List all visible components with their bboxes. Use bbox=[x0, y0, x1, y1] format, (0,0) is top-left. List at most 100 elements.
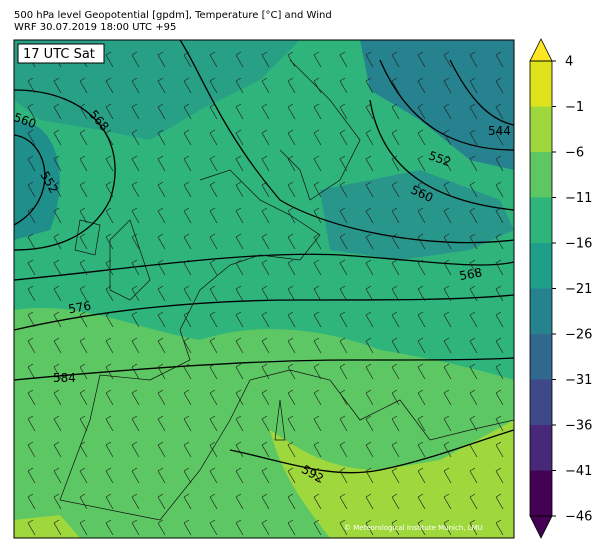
wind-barb bbox=[469, 337, 478, 354]
wind-barb bbox=[443, 337, 452, 354]
wind-barb bbox=[443, 259, 452, 276]
wind-barb bbox=[261, 415, 270, 432]
wind-barb bbox=[157, 285, 166, 302]
wind-barb bbox=[27, 233, 36, 250]
colorbar-tick-label: −21 bbox=[565, 282, 592, 297]
wind-barb bbox=[53, 129, 62, 146]
wind-barb bbox=[391, 311, 400, 328]
wind-barb bbox=[313, 441, 322, 458]
wind-barb bbox=[495, 285, 504, 302]
wind-barb bbox=[313, 337, 322, 354]
wind-barb bbox=[443, 311, 452, 328]
wind-barb bbox=[313, 519, 322, 536]
wind-barb bbox=[287, 337, 296, 354]
wind-barb bbox=[105, 155, 114, 172]
wind-barb bbox=[209, 493, 218, 510]
wind-barb bbox=[287, 441, 296, 458]
wind-barb bbox=[443, 233, 452, 250]
wind-barb bbox=[313, 285, 322, 302]
wind-barb bbox=[183, 519, 192, 536]
wind-barb bbox=[131, 363, 140, 380]
wind-barb bbox=[365, 285, 374, 302]
wind-barb bbox=[469, 311, 478, 328]
wind-barb bbox=[469, 363, 478, 380]
wind-barb bbox=[261, 285, 270, 302]
wind-barb bbox=[261, 259, 270, 276]
wind-barb bbox=[495, 129, 504, 146]
wind-barb bbox=[287, 103, 296, 120]
colorbar-extend-bottom bbox=[529, 515, 553, 539]
wind-barb bbox=[365, 389, 374, 406]
wind-barb bbox=[287, 77, 296, 94]
map-frame bbox=[13, 39, 515, 539]
colorbar-band bbox=[530, 334, 552, 380]
wind-barb bbox=[79, 493, 88, 510]
colorbar-band bbox=[530, 197, 552, 243]
wind-barb bbox=[313, 103, 322, 120]
wind-barb bbox=[313, 493, 322, 510]
wind-barb bbox=[469, 493, 478, 510]
wind-barb bbox=[339, 155, 348, 172]
wind-barb bbox=[131, 337, 140, 354]
wind-barb bbox=[313, 207, 322, 224]
wind-barb bbox=[53, 207, 62, 224]
wind-barb bbox=[209, 103, 218, 120]
wind-barb bbox=[209, 233, 218, 250]
wind-barb bbox=[443, 363, 452, 380]
wind-barb bbox=[209, 77, 218, 94]
wind-barb bbox=[183, 155, 192, 172]
wind-barb bbox=[417, 311, 426, 328]
wind-barb bbox=[209, 207, 218, 224]
wind-barb bbox=[339, 181, 348, 198]
wind-barb bbox=[313, 51, 322, 68]
wind-barb bbox=[495, 441, 504, 458]
wind-barb bbox=[27, 129, 36, 146]
wind-barb bbox=[443, 467, 452, 484]
wind-barb bbox=[235, 337, 244, 354]
wind-barb bbox=[261, 337, 270, 354]
wind-barb bbox=[495, 389, 504, 406]
wind-barb bbox=[261, 103, 270, 120]
wind-barb bbox=[157, 155, 166, 172]
wind-barb bbox=[417, 129, 426, 146]
wind-barb bbox=[183, 77, 192, 94]
colorbar-band bbox=[530, 379, 552, 425]
wind-barb bbox=[339, 389, 348, 406]
wind-barb bbox=[79, 363, 88, 380]
wind-barb bbox=[53, 363, 62, 380]
wind-barb bbox=[79, 311, 88, 328]
wind-barb bbox=[27, 337, 36, 354]
wind-barb bbox=[27, 285, 36, 302]
wind-barb bbox=[79, 467, 88, 484]
wind-barb bbox=[313, 389, 322, 406]
wind-barb bbox=[209, 51, 218, 68]
wind-barb bbox=[157, 259, 166, 276]
wind-barb bbox=[417, 415, 426, 432]
wind-barb bbox=[313, 467, 322, 484]
wind-barb bbox=[183, 285, 192, 302]
wind-barb bbox=[313, 77, 322, 94]
wind-barb bbox=[157, 207, 166, 224]
wind-barb bbox=[365, 103, 374, 120]
wind-barb bbox=[27, 155, 36, 172]
wind-barb bbox=[131, 103, 140, 120]
wind-barb bbox=[53, 337, 62, 354]
wind-barb bbox=[79, 337, 88, 354]
wind-barb bbox=[209, 415, 218, 432]
wind-barb bbox=[209, 285, 218, 302]
wind-barb bbox=[443, 51, 452, 68]
title: 500 hPa level Geopotential [gpdm], Tempe… bbox=[14, 10, 332, 21]
wind-barb bbox=[157, 363, 166, 380]
wind-barb bbox=[391, 181, 400, 198]
wind-barb bbox=[27, 103, 36, 120]
wind-barb bbox=[391, 51, 400, 68]
wind-barb bbox=[417, 51, 426, 68]
wind-barb bbox=[287, 363, 296, 380]
wind-barb bbox=[287, 415, 296, 432]
wind-barb bbox=[339, 441, 348, 458]
wind-barb bbox=[131, 441, 140, 458]
colorbar-tick-label: −41 bbox=[565, 464, 592, 479]
wind-barb bbox=[443, 519, 452, 536]
wind-barb bbox=[339, 415, 348, 432]
wind-barb bbox=[79, 519, 88, 536]
